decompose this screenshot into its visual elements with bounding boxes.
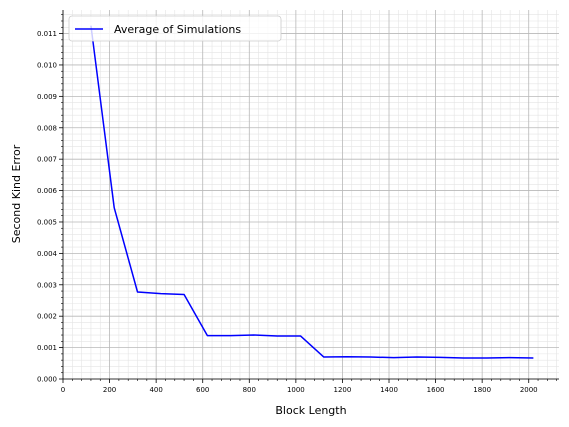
x-tick-label: 400 <box>149 386 162 394</box>
y-axis-title: Second Kind Error <box>10 144 23 243</box>
y-tick-label: 0.008 <box>37 124 57 132</box>
y-tick-label: 0.005 <box>37 218 57 226</box>
series-layer <box>90 25 534 359</box>
x-tick-label: 0 <box>61 386 65 394</box>
x-tick-label: 1400 <box>380 386 398 394</box>
y-tick-label: 0.003 <box>37 281 57 289</box>
y-tick-label: 0.010 <box>37 61 57 69</box>
tick-labels: 0 200 400 600 800 1000 1200 1400 1600 1800 2000 0.0… <box>37 30 538 394</box>
legend-box <box>68 15 282 42</box>
x-tick-label: 600 <box>196 386 209 394</box>
x-axis-title: Block Length <box>275 404 346 417</box>
x-tick-label: 1000 <box>287 386 305 394</box>
y-tick-label: 0.011 <box>37 30 57 38</box>
x-tick-label: 1200 <box>334 386 352 394</box>
y-tick-label: 0.006 <box>37 187 58 195</box>
minor-grid <box>63 10 559 379</box>
y-tick-label: 0.001 <box>37 344 57 352</box>
x-tick-label: 2000 <box>520 386 538 394</box>
y-tick-label: 0.009 <box>37 93 57 101</box>
y-tick-label: 0.000 <box>37 376 57 384</box>
legend: Average of Simulations <box>68 15 282 42</box>
x-tick-label: 800 <box>243 386 256 394</box>
major-grid <box>62 10 559 380</box>
x-tick-label: 1800 <box>473 386 491 394</box>
ticks <box>59 14 557 383</box>
y-tick-label: 0.007 <box>37 156 57 164</box>
x-tick-label: 200 <box>103 386 116 394</box>
y-tick-label: 0.002 <box>37 313 57 321</box>
legend-label: Average of Simulations <box>114 23 241 36</box>
y-tick-label: 0.004 <box>37 250 58 258</box>
x-tick-label: 1600 <box>427 386 445 394</box>
series-line <box>90 25 534 359</box>
